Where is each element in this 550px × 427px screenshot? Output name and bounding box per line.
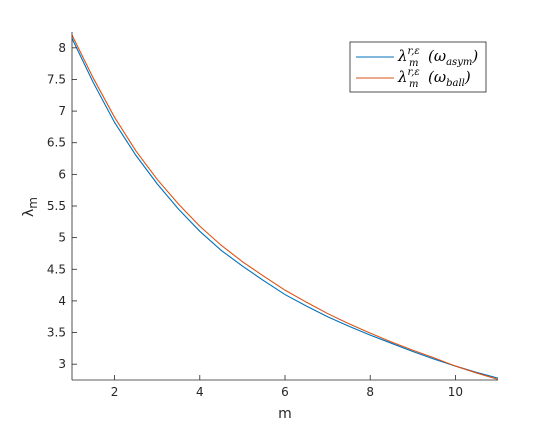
y-tick-label: 5.5 (47, 199, 66, 213)
y-tick-label: 8 (58, 41, 66, 55)
series-line-1 (71, 34, 499, 380)
y-tick-label: 6.5 (47, 136, 66, 150)
x-tick-label: 6 (281, 385, 289, 399)
legend-entry-asym-arg: (ω (428, 47, 446, 65)
y-axis-label-subscript: m (26, 197, 40, 209)
x-tick-label: 8 (366, 385, 374, 399)
legend-entry-ball-close: ) (464, 68, 471, 86)
y-axis-label: λm (21, 197, 40, 217)
y-tick-label: 3 (58, 357, 66, 371)
svg-text:λm: λm (21, 197, 40, 217)
legend-entry-ball-sup: r,ε (408, 67, 420, 78)
x-axis-label: m (278, 406, 292, 422)
axes-layer: 2 4 6 8 10 3 3.5 4 4.5 5 5.5 6 6.5 7 7.5 8 (47, 32, 498, 399)
legend-entry-asym-base: λ (397, 47, 408, 65)
y-axis-label-base: λ (21, 209, 37, 217)
y-tick-label: 6 (58, 167, 66, 181)
legend-entry-asym-close: ) (471, 47, 478, 65)
y-tick-label: 3.5 (47, 326, 66, 340)
legend-entry-ball-arg: (ω (428, 68, 446, 86)
y-tick-label: 7.5 (47, 72, 66, 86)
legend-entry-ball: λr,ε m (ωball) (397, 67, 471, 90)
legend-entry-asym-argsub: asym (446, 57, 472, 68)
legend-entry-asym-sup: r,ε (408, 46, 420, 57)
legend-entry-ball-sub: m (409, 79, 418, 90)
y-tick-label: 7 (58, 104, 66, 118)
series-layer (71, 34, 499, 380)
legend-entry-asym-sub: m (409, 58, 418, 69)
y-tick-label: 4 (58, 294, 66, 308)
x-tick-label: 10 (448, 385, 463, 399)
y-tick-label: 4.5 (47, 262, 66, 276)
y-tick-label: 5 (58, 231, 66, 245)
legend: λr,ε m (ωasym) λr,ε m (ωball) (349, 41, 487, 93)
x-tick-label: 4 (196, 385, 204, 399)
legend-entry-ball-argsub: ball (446, 78, 465, 89)
series-line-0 (71, 38, 499, 379)
x-tick-label: 2 (111, 385, 119, 399)
legend-entry-asym: λr,ε m (ωasym) (397, 46, 478, 69)
legend-entry-ball-base: λ (397, 68, 408, 86)
legend-box (349, 41, 487, 93)
